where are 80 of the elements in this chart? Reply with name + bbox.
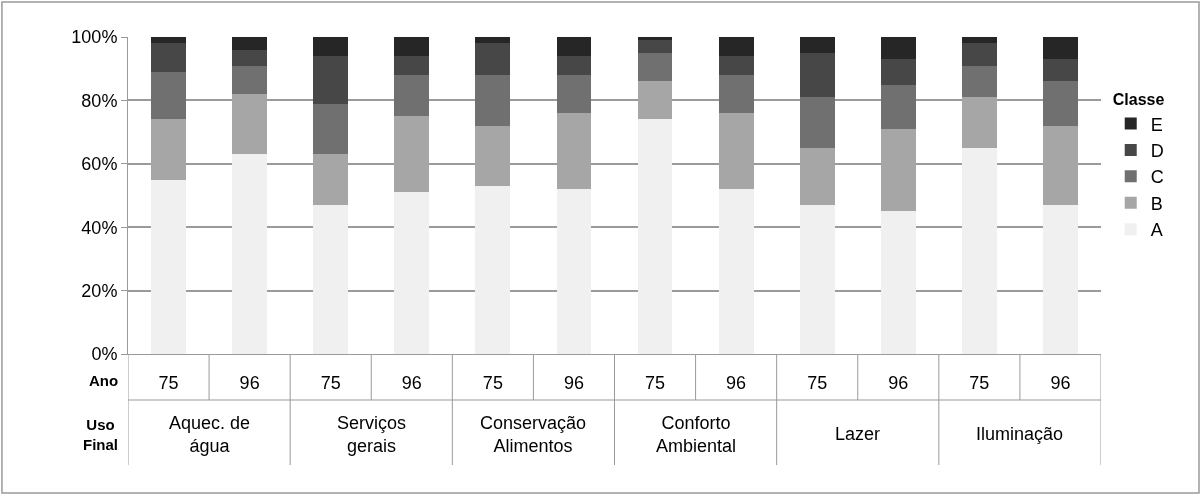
x-tick-label: 75 bbox=[807, 372, 828, 393]
bar bbox=[556, 75, 592, 114]
text: Aquec. de água bbox=[169, 413, 251, 457]
bar bbox=[799, 97, 835, 148]
bar bbox=[475, 37, 511, 44]
bar bbox=[394, 192, 430, 354]
bar bbox=[232, 49, 268, 66]
bar bbox=[475, 43, 511, 76]
x-tick-label: 96 bbox=[401, 372, 422, 393]
y-tick-label: 0% bbox=[91, 344, 118, 365]
x-tick-label: 75 bbox=[482, 372, 503, 393]
bar bbox=[799, 52, 835, 98]
x-tick-label: 75 bbox=[158, 372, 179, 393]
text: Lazer bbox=[835, 424, 881, 444]
y-tick-label: 60% bbox=[81, 154, 118, 175]
x-tick-label: 96 bbox=[888, 372, 909, 393]
bar bbox=[718, 189, 754, 354]
legend-label: C bbox=[1150, 167, 1164, 188]
x-tick-label: 75 bbox=[645, 372, 666, 393]
bar bbox=[394, 37, 430, 57]
x-tick-label: 96 bbox=[1050, 372, 1071, 393]
y-tick-label: 80% bbox=[81, 90, 118, 111]
bar bbox=[313, 37, 349, 57]
legend-title: Classe bbox=[1112, 91, 1165, 109]
x-tick-label: 75 bbox=[969, 372, 990, 393]
text: Conservação Alimentos bbox=[480, 413, 587, 457]
x-tick-label: 75 bbox=[320, 372, 341, 393]
bar bbox=[961, 43, 997, 66]
bar bbox=[475, 75, 511, 126]
bar bbox=[961, 37, 997, 44]
bar bbox=[151, 43, 186, 72]
bar bbox=[718, 56, 754, 76]
y-tick-label: 40% bbox=[81, 217, 118, 238]
bar bbox=[718, 75, 754, 114]
text: Uso Final bbox=[83, 416, 119, 453]
bar bbox=[313, 205, 349, 354]
bar bbox=[799, 205, 835, 354]
bar bbox=[232, 154, 268, 354]
text: Ano bbox=[89, 372, 119, 389]
y-tick-label: 20% bbox=[81, 280, 118, 301]
bar bbox=[880, 59, 916, 85]
bar bbox=[556, 189, 592, 354]
bar bbox=[394, 56, 430, 76]
text: Serviços gerais bbox=[337, 413, 407, 457]
text: Iluminação bbox=[976, 424, 1064, 444]
bar bbox=[232, 65, 268, 95]
bar bbox=[880, 84, 916, 129]
bar bbox=[556, 56, 592, 76]
legend-label: A bbox=[1150, 220, 1163, 241]
bar bbox=[151, 37, 186, 44]
bar bbox=[637, 52, 673, 82]
bar bbox=[637, 40, 673, 53]
bar bbox=[637, 37, 673, 41]
bar bbox=[475, 185, 511, 354]
bar bbox=[394, 75, 430, 117]
bar bbox=[880, 37, 916, 60]
legend-label: D bbox=[1150, 140, 1164, 161]
bar bbox=[313, 56, 349, 104]
y-tick-label: 100% bbox=[71, 27, 118, 48]
bar bbox=[799, 37, 835, 53]
x-tick-label: 96 bbox=[239, 372, 260, 393]
legend-label: B bbox=[1150, 193, 1163, 214]
x-tick-label: 96 bbox=[726, 372, 747, 393]
text: Conforto Ambiental bbox=[656, 413, 737, 457]
legend-label: E bbox=[1150, 114, 1163, 135]
bar bbox=[556, 37, 592, 57]
bar bbox=[961, 147, 997, 354]
bar bbox=[1043, 205, 1078, 354]
bar bbox=[1043, 81, 1078, 126]
x-tick-label: 96 bbox=[563, 372, 584, 393]
bar bbox=[313, 103, 349, 155]
bar bbox=[1043, 37, 1078, 60]
bar bbox=[1043, 59, 1078, 82]
bar bbox=[151, 71, 186, 120]
bar bbox=[880, 211, 916, 354]
bar bbox=[637, 119, 673, 354]
bar bbox=[232, 37, 268, 50]
bar bbox=[151, 179, 186, 354]
bar bbox=[718, 37, 754, 57]
bar bbox=[961, 65, 997, 98]
